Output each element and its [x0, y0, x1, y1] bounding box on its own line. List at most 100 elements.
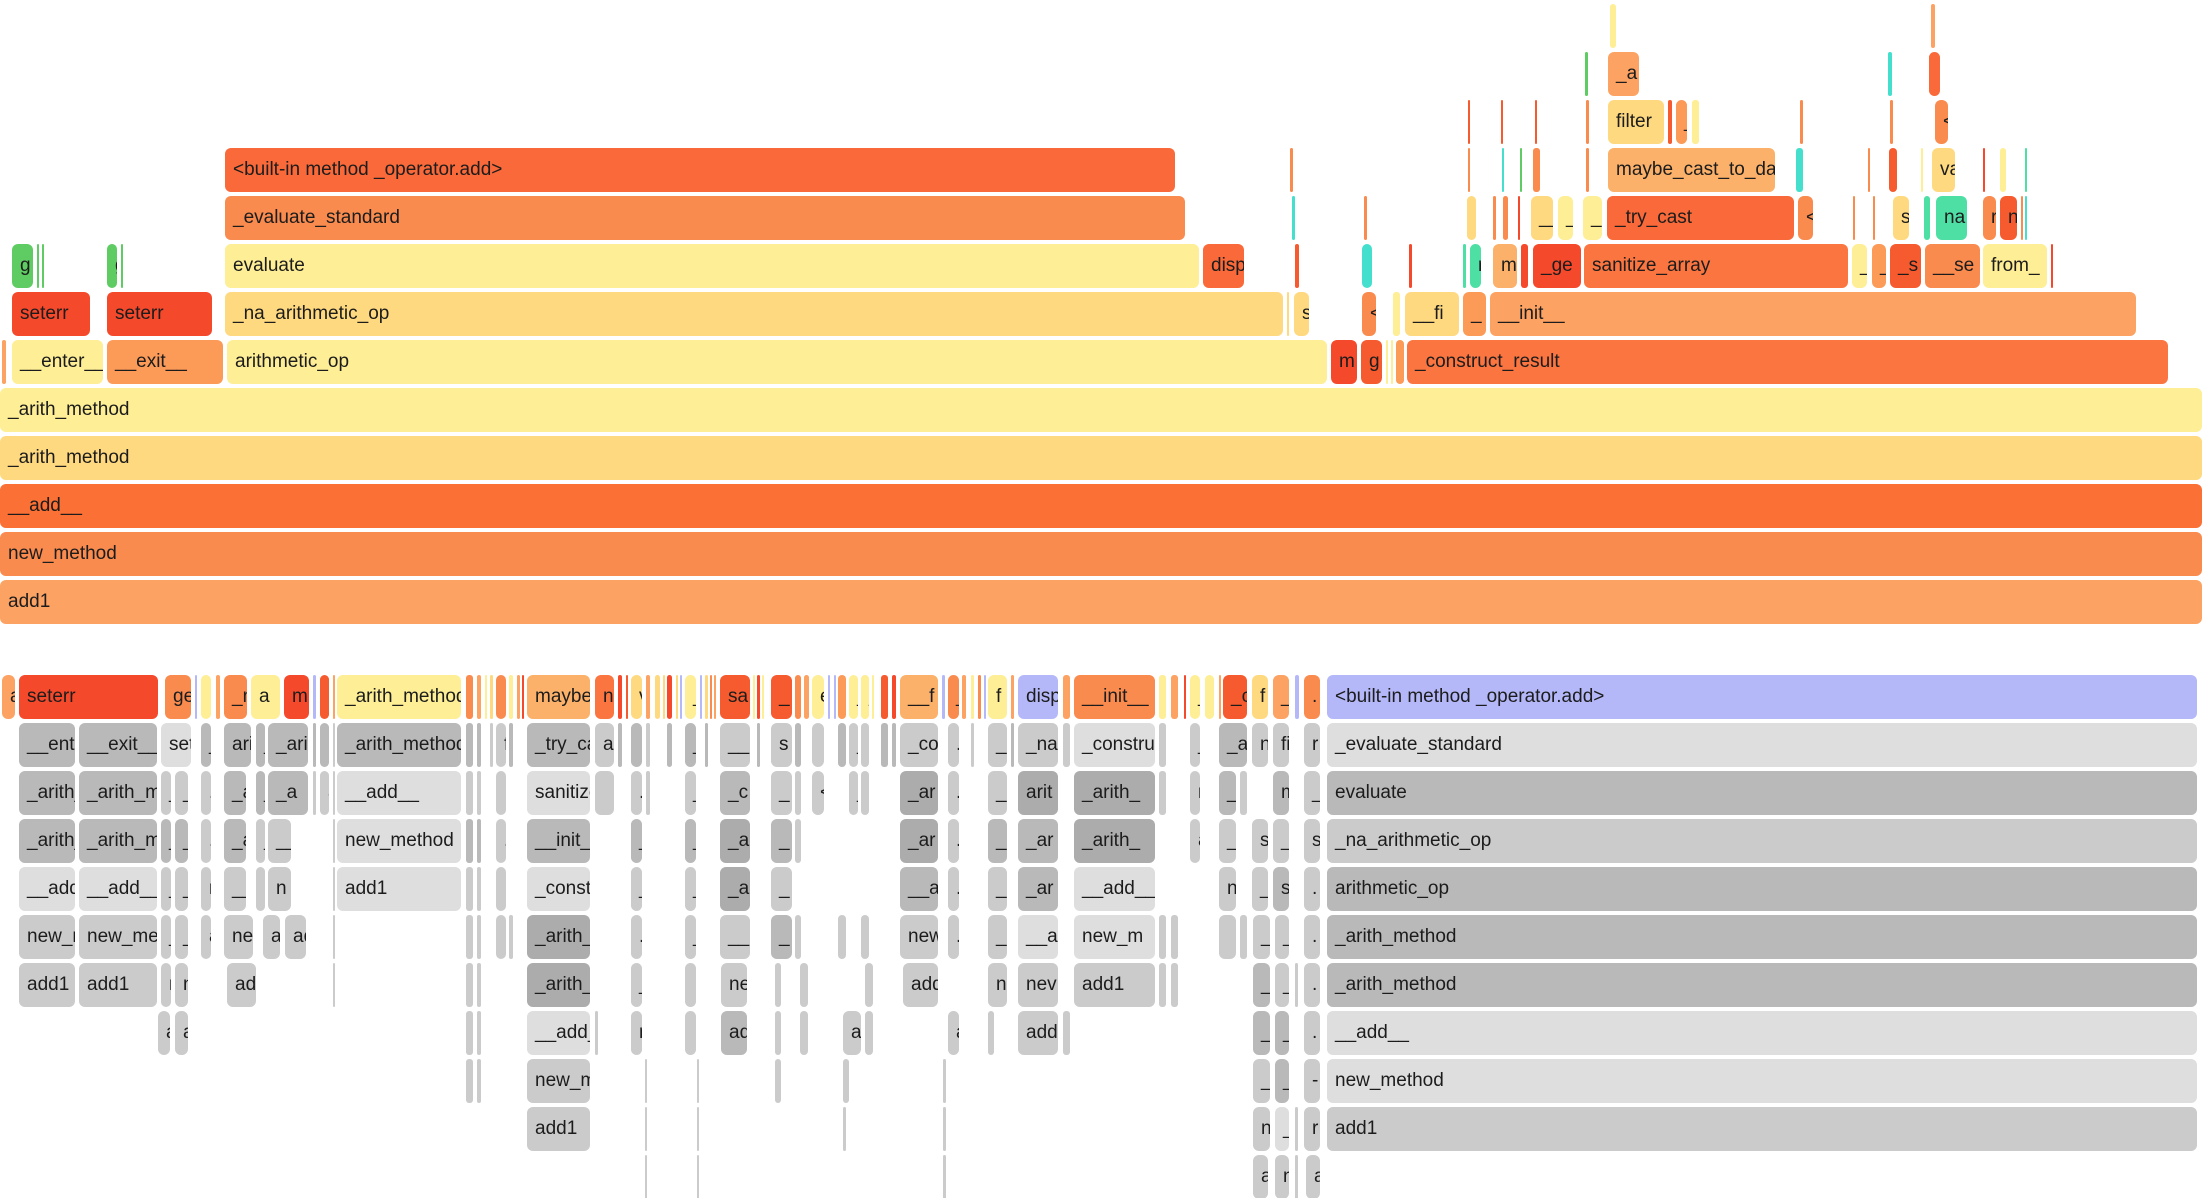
flame-bar[interactable] — [333, 963, 335, 1007]
flame-bar[interactable] — [201, 675, 211, 719]
flame-bar[interactable]: evaluate — [1327, 771, 2197, 815]
flame-bar[interactable]: m — [1331, 340, 1357, 384]
flame-bar[interactable] — [1501, 100, 1503, 144]
flame-bar[interactable]: _ — [988, 915, 1007, 959]
flame-bar[interactable]: . — [1396, 340, 1404, 384]
flame-bar[interactable]: a — [158, 1011, 170, 1055]
flame-bar[interactable]: r — [800, 963, 808, 1007]
flame-bar[interactable] — [984, 675, 986, 719]
flame-bar[interactable]: n — [268, 867, 291, 911]
flame-bar[interactable] — [2051, 244, 2053, 288]
flame-bar[interactable]: __a — [1018, 915, 1058, 959]
flame-bar[interactable]: __ — [1531, 196, 1553, 240]
flame-bar[interactable]: _arith_method — [337, 723, 461, 767]
flame-bar[interactable] — [1391, 340, 1393, 384]
flame-bar[interactable]: v — [631, 675, 642, 719]
flame-bar[interactable] — [2025, 148, 2027, 192]
flame-bar[interactable]: _arith_method — [0, 388, 2202, 432]
flame-bar[interactable]: _a — [268, 771, 308, 815]
flame-bar[interactable]: g — [1361, 340, 1382, 384]
flame-bar[interactable]: _try_cast — [1607, 196, 1794, 240]
flame-bar[interactable] — [1521, 244, 1528, 288]
flame-bar[interactable] — [313, 723, 316, 767]
flame-bar[interactable] — [697, 1059, 699, 1103]
flame-bar[interactable]: <built-in method _operator.add> — [225, 148, 1175, 192]
flame-bar[interactable]: __f — [900, 675, 938, 719]
flame-bar[interactable] — [490, 675, 493, 719]
flame-bar[interactable] — [466, 1011, 473, 1055]
flame-bar[interactable] — [477, 723, 481, 767]
flame-bar[interactable]: _ — [1190, 723, 1200, 767]
flame-bar[interactable]: a — [251, 675, 280, 719]
flame-bar[interactable]: __enter__ — [19, 723, 75, 767]
flame-bar[interactable]: s — [1252, 819, 1268, 863]
flame-bar[interactable] — [645, 1107, 647, 1151]
flame-bar[interactable]: f — [496, 723, 506, 767]
flame-bar[interactable] — [1929, 52, 1940, 96]
flame-bar[interactable] — [466, 675, 473, 719]
flame-bar[interactable] — [477, 771, 481, 815]
flame-bar[interactable]: r — [631, 1011, 642, 1055]
flame-bar[interactable]: _evaluate_standard — [1327, 723, 2197, 767]
flame-bar[interactable]: add1 — [527, 1107, 590, 1151]
flame-bar[interactable]: _ — [771, 867, 792, 911]
flame-bar[interactable]: r — [201, 867, 211, 911]
flame-bar[interactable]: _ — [1240, 771, 1247, 815]
flame-bar[interactable]: a — [775, 1059, 781, 1103]
flame-bar[interactable]: . — [795, 915, 801, 959]
flame-bar[interactable] — [1668, 100, 1672, 144]
flame-bar[interactable]: _ — [685, 867, 696, 911]
flame-bar[interactable] — [971, 723, 974, 767]
flame-bar[interactable]: n — [1190, 771, 1200, 815]
flame-bar[interactable] — [1518, 196, 1520, 240]
flame-bar[interactable] — [216, 675, 220, 719]
flame-bar[interactable] — [1493, 196, 1496, 240]
flame-bar[interactable]: from_ — [1983, 244, 2047, 288]
flame-bar[interactable]: _c — [720, 771, 750, 815]
flame-bar[interactable]: r — [320, 723, 329, 767]
flame-bar[interactable]: ne — [721, 963, 747, 1007]
flame-bar[interactable]: __add__ — [1327, 1011, 2197, 1055]
flame-bar[interactable]: _ — [1872, 244, 1886, 288]
flame-bar[interactable] — [1983, 148, 1985, 192]
flame-bar[interactable]: _co — [900, 723, 938, 767]
flame-bar[interactable]: _arith_method — [337, 675, 461, 719]
flame-bar[interactable]: __ — [268, 819, 291, 863]
flame-bar[interactable]: add — [1018, 1011, 1058, 1055]
flame-bar[interactable] — [1586, 148, 1589, 192]
flame-bar[interactable]: a — [843, 1011, 861, 1055]
flame-bar[interactable] — [700, 675, 702, 719]
flame-bar[interactable]: _ — [1558, 196, 1573, 240]
flame-bar[interactable]: s — [1893, 196, 1909, 240]
flame-bar[interactable]: add1 — [0, 580, 2202, 624]
flame-bar[interactable]: nev — [1018, 963, 1058, 1007]
flame-bar[interactable] — [2025, 196, 2027, 240]
flame-bar[interactable]: _arith_method — [527, 915, 590, 959]
flame-bar[interactable]: _arith_method — [527, 963, 590, 1007]
flame-bar[interactable] — [1184, 675, 1186, 719]
flame-bar[interactable] — [2, 340, 6, 384]
flame-bar[interactable] — [667, 723, 672, 767]
flame-bar[interactable]: . — [201, 819, 211, 863]
flame-bar[interactable]: _arith_ — [1074, 771, 1155, 815]
flame-bar[interactable]: _ — [1252, 867, 1268, 911]
flame-bar[interactable]: _ — [849, 723, 858, 767]
flame-bar[interactable]: add1 — [19, 963, 75, 1007]
flame-bar[interactable] — [496, 915, 506, 959]
flame-bar[interactable]: < — [1362, 292, 1376, 336]
flame-bar[interactable]: sanitize_array — [527, 771, 590, 815]
flame-bar[interactable] — [333, 771, 335, 815]
flame-bar[interactable]: m — [284, 675, 309, 719]
flame-bar[interactable]: __exit__ — [107, 340, 223, 384]
flame-bar[interactable] — [1063, 1011, 1070, 1055]
flame-bar[interactable]: _ — [1583, 196, 1602, 240]
flame-bar[interactable] — [804, 675, 809, 719]
flame-bar[interactable]: _ — [849, 675, 858, 719]
flame-bar[interactable] — [1520, 148, 1522, 192]
flame-bar[interactable]: _ — [175, 819, 188, 863]
flame-bar[interactable]: . — [948, 867, 959, 911]
flame-bar[interactable]: _a — [1219, 771, 1236, 815]
flame-bar[interactable]: ad — [227, 963, 256, 1007]
flame-bar[interactable] — [1171, 915, 1178, 959]
